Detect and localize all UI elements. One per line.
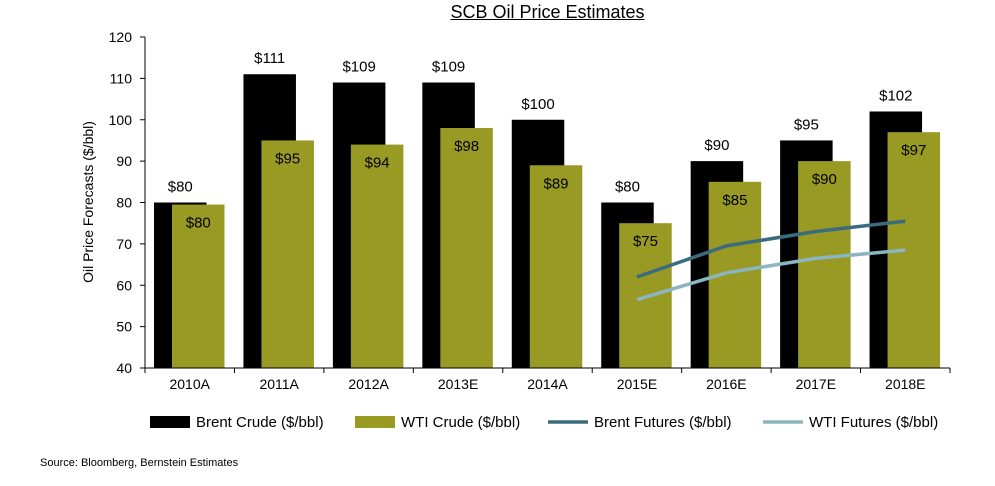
wti-crude-bar-2011a	[261, 140, 314, 368]
x-tick-label: 2015E	[617, 376, 657, 392]
wti-crude-label-2015e: $75	[633, 233, 658, 250]
wti-crude-label-2018e: $97	[901, 142, 926, 159]
legend-label-brent-crude: Brent Crude ($/bbl)	[196, 414, 324, 431]
brent-crude-label-2010a: $80	[168, 179, 193, 196]
brent-crude-label-2014a: $100	[521, 96, 554, 113]
legend-label-wti-futures: WTI Futures ($/bbl)	[809, 414, 938, 431]
brent-crude-label-2018e: $102	[879, 87, 912, 104]
legend-label-wti-crude: WTI Crude ($/bbl)	[401, 414, 520, 431]
x-tick-label: 2010A	[169, 376, 210, 392]
wti-crude-bar-2013e	[440, 128, 493, 368]
legend-swatch-brent-crude	[150, 416, 190, 428]
brent-futures-line	[636, 219, 906, 279]
brent-crude-label-2013e: $109	[432, 59, 465, 76]
legend: Brent Crude ($/bbl) WTI Crude ($/bbl) Br…	[150, 414, 938, 431]
brent-crude-label-2016e: $90	[704, 137, 729, 154]
wti-crude-label-2010a: $80	[186, 215, 211, 232]
x-tick-label: 2011A	[259, 376, 299, 392]
x-tick-label: 2012A	[348, 376, 389, 392]
legend-swatch-wti-crude	[355, 416, 395, 428]
y-tick-label: 100	[109, 112, 133, 128]
y-axis-label: Oil Price Forecasts ($/bbl)	[80, 121, 96, 283]
plot-area: 40 50 60 70 80 90 100 110 120 2010A 2011A 2012A 2013…	[109, 29, 951, 392]
y-tick-label: 60	[116, 277, 132, 293]
y-tick-label: 90	[116, 153, 132, 169]
brent-crude-label-2011a: $111	[254, 50, 285, 67]
wti-crude-label-2014a: $89	[544, 175, 569, 192]
chart-title: SCB Oil Price Estimates	[450, 2, 645, 22]
x-tick-label: 2018E	[885, 376, 925, 392]
x-tick-label: 2016E	[706, 376, 746, 392]
wti-crude-label-2011a: $95	[275, 150, 300, 167]
wti-crude-label-2013e: $98	[454, 138, 479, 155]
y-tick-label: 120	[109, 29, 133, 45]
wti-crude-bar-2010a	[172, 204, 225, 368]
brent-crude-label-2017e: $95	[794, 116, 819, 133]
y-tick-label: 70	[116, 236, 132, 252]
wti-crude-label-2017e: $90	[812, 171, 837, 188]
brent-crude-label-2012a: $109	[342, 59, 375, 76]
x-tick-label: 2013E	[438, 376, 478, 392]
y-tick-label: 40	[116, 360, 132, 376]
wti-futures-line	[636, 248, 906, 302]
y-tick-label: 110	[110, 70, 133, 86]
source-note: Source: Bloomberg, Bernstein Estimates	[40, 457, 239, 469]
brent-crude-label-2015e: $80	[615, 179, 640, 196]
x-tick-label: 2014A	[527, 376, 568, 392]
wti-crude-bar-2017e	[798, 161, 851, 368]
wti-crude-bar-2012a	[350, 144, 404, 368]
y-tick-label: 50	[116, 319, 132, 335]
legend-label-brent-futures: Brent Futures ($/bbl)	[594, 414, 732, 431]
wti-crude-label-2012a: $94	[365, 155, 390, 172]
wti-crude-bar-2014a	[529, 165, 583, 368]
wti-crude-label-2016e: $85	[722, 192, 747, 209]
y-tick-label: 80	[116, 195, 132, 211]
x-tick-label: 2017E	[796, 376, 836, 392]
